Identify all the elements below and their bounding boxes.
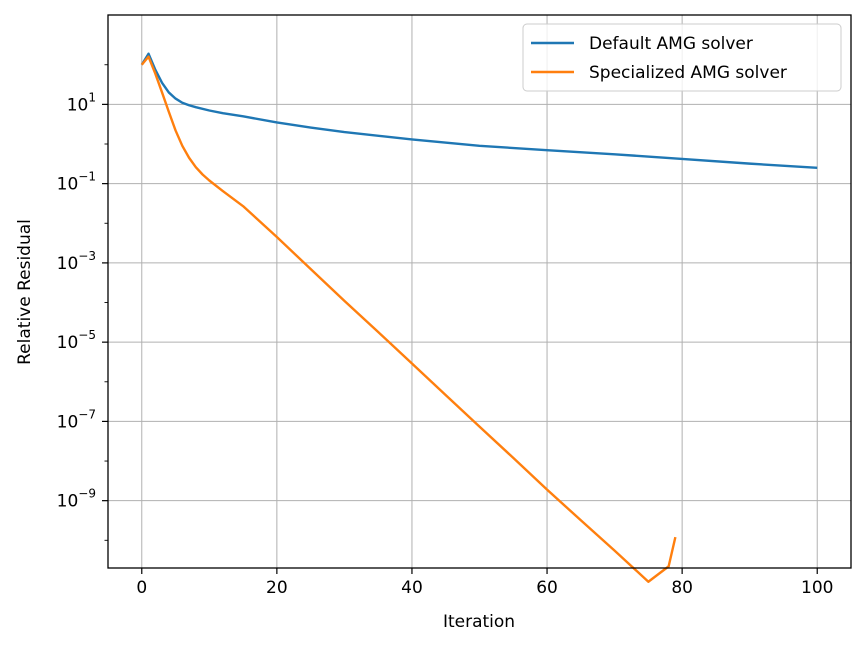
series-line-specialized	[140, 55, 677, 583]
series-line-default	[140, 52, 818, 170]
x-axis: 0 20 40 60 80 100	[136, 568, 833, 598]
grid	[108, 15, 851, 568]
x-axis-title: Iteration	[443, 612, 515, 632]
y-tick-label: 10−5	[57, 328, 96, 353]
x-tick-label: 0	[136, 578, 147, 598]
y-tick-label: 10−3	[57, 249, 96, 274]
y-tick-label: 10−1	[57, 170, 96, 195]
x-tick-label: 20	[266, 578, 288, 598]
x-tick-label: 100	[801, 578, 833, 598]
y-axis: 101 10−1 10−3 10−5 10−7 10−9	[57, 64, 108, 541]
x-tick-label: 40	[401, 578, 423, 598]
y-tick-label: 10−7	[57, 407, 96, 432]
y-axis-title: Relative Residual	[15, 219, 35, 365]
x-tick-label: 80	[671, 578, 693, 598]
y-tick-label: 10−9	[57, 487, 96, 512]
y-tick-label: 101	[67, 90, 96, 115]
legend-label-default: Default AMG solver	[589, 34, 753, 54]
legend-label-specialized: Specialized AMG solver	[589, 63, 787, 83]
legend: Default AMG solver Specialized AMG solve…	[522, 23, 842, 92]
plot-frame	[107, 14, 852, 569]
series-layer	[140, 52, 818, 583]
x-tick-label: 60	[536, 578, 558, 598]
legend-box	[522, 23, 842, 92]
